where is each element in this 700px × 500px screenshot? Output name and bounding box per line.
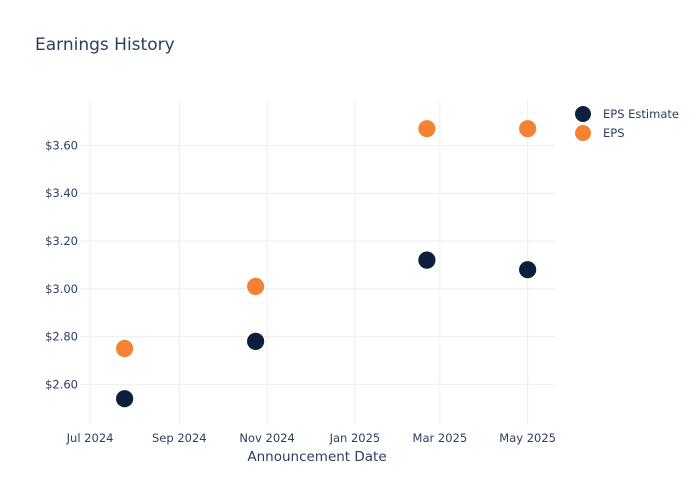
eps-point[interactable]: [115, 339, 135, 358]
x-tick-label: Jan 2025: [329, 431, 381, 445]
y-tick-label: $3.40: [45, 186, 78, 200]
x-tick-label: Mar 2025: [413, 431, 468, 445]
y-tick-label: $3.00: [45, 282, 78, 296]
x-tick-label: Sep 2024: [152, 431, 207, 445]
x-axis-title: Announcement Date: [247, 449, 386, 465]
eps-point[interactable]: [518, 119, 538, 139]
x-tick-label: Jul 2024: [66, 431, 114, 445]
chart-title: Earnings History: [35, 35, 175, 55]
eps-point[interactable]: [417, 119, 437, 139]
grid: [80, 100, 555, 425]
eps-estimate-point[interactable]: [115, 389, 135, 409]
eps-estimate-point[interactable]: [518, 260, 538, 280]
eps-estimate-point[interactable]: [246, 331, 266, 351]
x-tick-label: May 2025: [499, 431, 556, 445]
x-axis-ticks: Jul 2024 Sep 2024 Nov 2024 Jan 2025 Mar 2025…: [66, 431, 556, 445]
y-tick-label: $2.60: [45, 377, 78, 391]
y-tick-label: $2.80: [45, 330, 78, 344]
eps-point[interactable]: [246, 276, 266, 296]
eps-legend-marker: [575, 125, 591, 141]
legend-label[interactable]: EPS: [603, 126, 625, 140]
y-tick-label: $3.20: [45, 234, 78, 248]
y-axis-ticks: $2.60 $2.80 $3.00 $3.20 $3.40 $3.60: [45, 138, 78, 391]
legend: EPS Estimate EPS: [575, 106, 679, 141]
x-tick-label: Nov 2024: [239, 431, 294, 445]
legend-label[interactable]: EPS Estimate: [603, 107, 679, 121]
eps-estimate-legend-marker: [575, 106, 591, 122]
eps-estimate-point[interactable]: [417, 250, 437, 270]
data-points: [115, 119, 538, 409]
y-tick-label: $3.60: [45, 138, 78, 152]
